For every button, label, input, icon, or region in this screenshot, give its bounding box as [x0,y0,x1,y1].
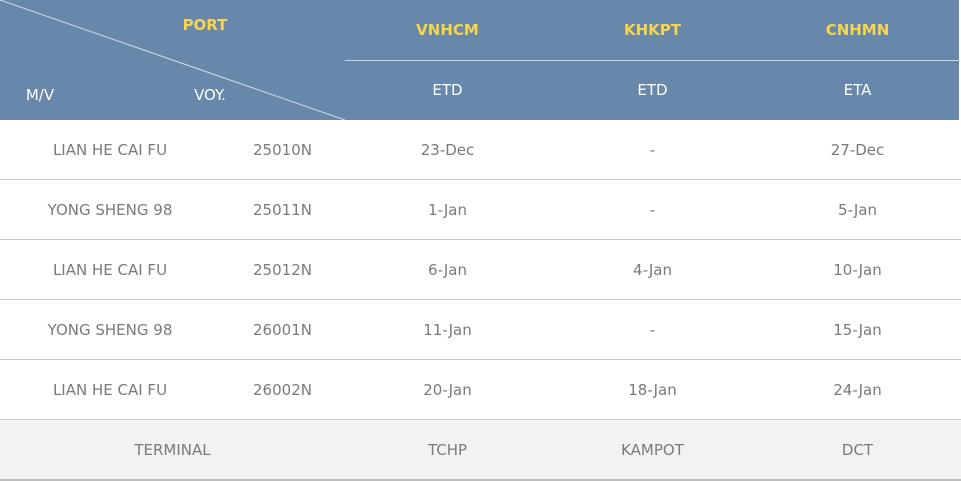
cell-voyage: 25010N [253,140,312,159]
diagonal-divider [0,0,345,120]
cell-vnhcm: 11-Jan [423,320,472,339]
table-row: YONG SHENG 98 26001N 11-Jan - 15-Jan [0,300,961,360]
terminal-khkpt: KAMPOT [621,440,684,459]
table-row: LIAN HE CAI FU 25010N 23-Dec - 27-Dec [0,120,961,180]
header-divider [345,60,959,61]
table-row: LIAN HE CAI FU 25012N 6-Jan 4-Jan 10-Jan [0,240,961,300]
cell-voyage: 25012N [253,260,312,279]
cell-khkpt: - [649,140,656,159]
terminal-row: TERMINAL TCHP KAMPOT DCT [0,420,961,481]
mv-header: M/V [25,86,55,104]
type-khkpt: ETD [637,81,668,99]
port-code-vnhcm: VNHCM [416,21,479,39]
terminal-cnhmn: DCT [841,440,874,459]
cell-vessel: YONG SHENG 98 [47,200,173,219]
cell-vnhcm: 23-Dec [420,140,475,159]
cell-cnhmn: 10-Jan [833,260,882,279]
terminal-vnhcm: TCHP [427,440,468,459]
table-row: YONG SHENG 98 25011N 1-Jan - 5-Jan [0,180,961,240]
type-vnhcm: ETD [432,81,463,99]
cell-cnhmn: 15-Jan [833,320,882,339]
port-code-cnhmn: CNHMN [825,21,890,39]
cell-vessel: LIAN HE CAI FU [52,380,168,399]
cell-vessel: LIAN HE CAI FU [52,140,168,159]
cell-cnhmn: 27-Dec [830,140,885,159]
port-code-khkpt: KHKPT [623,21,682,39]
cell-vessel: LIAN HE CAI FU [52,260,168,279]
cell-cnhmn: 24-Jan [833,380,882,399]
cell-khkpt: - [649,320,656,339]
cell-voyage: 25011N [253,200,312,219]
cell-vessel: YONG SHENG 98 [47,320,173,339]
table-header: PORT M/V VOY. VNHCM KHKPT CNHMN ETD ETD … [0,0,959,120]
cell-khkpt: 18-Jan [628,380,677,399]
table-row: LIAN HE CAI FU 26002N 20-Jan 18-Jan 24-Jan [0,360,961,420]
cell-vnhcm: 6-Jan [428,260,467,279]
cell-voyage: 26001N [253,320,312,339]
port-header: PORT [182,16,228,34]
cell-cnhmn: 5-Jan [838,200,877,219]
cell-voyage: 26002N [253,380,312,399]
cell-vnhcm: 1-Jan [428,200,467,219]
terminal-label: TERMINAL [134,440,211,459]
cell-khkpt: - [649,200,656,219]
voy-header: VOY. [194,86,226,104]
cell-vnhcm: 20-Jan [423,380,472,399]
type-cnhmn: ETA [843,81,872,99]
cell-khkpt: 4-Jan [633,260,672,279]
